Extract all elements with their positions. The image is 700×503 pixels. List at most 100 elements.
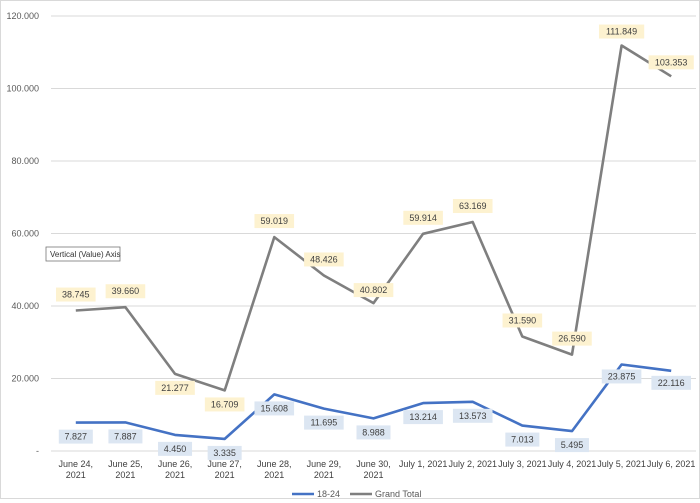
data-label: 7.887	[108, 429, 143, 444]
data-label: 23.875	[601, 369, 642, 384]
x-tick-label: 2021	[363, 470, 383, 480]
x-tick-label: 2021	[215, 470, 235, 480]
data-label: 13.573	[452, 408, 493, 423]
data-label-text: 3.335	[213, 448, 236, 458]
x-tick-label: 2021	[115, 470, 135, 480]
y-tick-label: 60.000	[11, 229, 39, 239]
data-label-text: 8.988	[362, 427, 385, 437]
data-label-bg	[403, 410, 443, 425]
data-label: 59.019	[254, 214, 295, 229]
data-label-bg	[505, 432, 540, 447]
legend-item: Grand Total	[350, 489, 421, 499]
x-tick-label: July 5, 2021	[597, 459, 646, 469]
data-label-bg	[356, 425, 391, 440]
data-label-bg	[552, 331, 592, 346]
x-tick-label: July 2, 2021	[448, 459, 497, 469]
gridlines	[51, 15, 696, 452]
data-label-text: 111.849	[606, 27, 637, 37]
data-label-bg	[254, 214, 295, 229]
data-label-text: 4.450	[164, 444, 187, 454]
data-label: 7.827	[58, 429, 93, 444]
x-tick-label: June 25,	[108, 459, 143, 469]
data-label: 111.849	[598, 24, 645, 39]
data-label-bg	[648, 55, 694, 70]
data-label: 5.495	[554, 438, 589, 453]
x-tick-label: July 3, 2021	[498, 459, 547, 469]
data-label: 26.590	[552, 331, 592, 346]
data-label-text: 21.277	[161, 383, 189, 393]
legend-label: Grand Total	[375, 489, 421, 498]
x-tick-label: July 4, 2021	[548, 459, 597, 469]
x-tick-label: 2021	[66, 470, 86, 480]
data-label-text: 11.695	[310, 418, 337, 428]
data-label: 63.169	[452, 199, 493, 214]
x-tick-label: 2021	[165, 470, 185, 480]
x-tick-label: June 28,	[257, 459, 292, 469]
data-label-bg	[304, 252, 344, 267]
data-label-bg	[155, 380, 195, 395]
y-tick-label: 120.000	[6, 11, 39, 21]
x-tick-label: July 6, 2021	[647, 459, 696, 469]
data-label: 16.709	[204, 397, 245, 412]
data-label-bg	[207, 445, 242, 460]
x-tick-label: July 1, 2021	[399, 459, 448, 469]
data-label-bg	[651, 375, 691, 390]
data-label: 21.277	[155, 380, 195, 395]
x-tick-label: June 30,	[356, 459, 391, 469]
data-label-bg	[554, 438, 589, 453]
data-label-bg	[108, 429, 143, 444]
data-labels: 7.827 7.887 4.450 3.335 15.608 11.695 8.988 13.…	[56, 24, 694, 460]
data-label-text: 23.875	[608, 371, 636, 381]
x-tick-label: June 26,	[158, 459, 193, 469]
data-label: 59.914	[403, 210, 443, 225]
legend-item: 18-24	[292, 489, 340, 499]
data-label: 13.214	[403, 410, 443, 425]
data-label-bg	[105, 284, 146, 299]
data-label: 4.450	[158, 441, 193, 456]
data-label-bg	[56, 287, 96, 302]
axis-tooltip: Vertical (Value) Axis	[45, 246, 121, 262]
data-label-bg	[353, 283, 394, 298]
y-tick-label: 100.000	[6, 84, 39, 94]
y-tick-label: 80.000	[11, 156, 39, 166]
data-label-text: 63.169	[459, 201, 487, 211]
data-label-text: 39.660	[112, 286, 140, 296]
y-tick-label: 20.000	[11, 374, 39, 384]
legend: 18-24 Grand Total	[292, 489, 421, 499]
data-label: 31.590	[502, 313, 543, 328]
data-label-bg	[452, 408, 493, 423]
data-label: 38.745	[56, 287, 96, 302]
data-label: 15.608	[254, 401, 295, 416]
data-label: 48.426	[304, 252, 344, 267]
data-label-bg	[158, 441, 193, 456]
data-label-bg	[452, 199, 493, 214]
data-label-text: 7.887	[114, 431, 137, 441]
x-tick-label: June 24,	[59, 459, 94, 469]
data-label: 11.695	[304, 415, 344, 430]
x-tick-label: 2021	[314, 470, 334, 480]
data-label: 39.660	[105, 284, 146, 299]
data-label-bg	[204, 397, 245, 412]
data-label: 22.116	[651, 375, 691, 390]
data-label-bg	[601, 369, 642, 384]
y-tick-label: 40.000	[11, 301, 39, 311]
data-label-text: 48.426	[310, 254, 338, 264]
data-label-text: 31.590	[509, 315, 537, 325]
data-label-text: 7.827	[65, 432, 88, 442]
data-label-bg	[403, 210, 443, 225]
data-label-text: 7.013	[511, 435, 534, 445]
data-label-text: 13.573	[459, 411, 487, 421]
data-label-bg	[304, 415, 344, 430]
series-line-grand-total	[75, 44, 672, 392]
x-tick-label: June 29,	[307, 459, 342, 469]
data-label: 7.013	[505, 432, 540, 447]
data-label-bg	[598, 24, 645, 39]
x-tick-label: June 27,	[207, 459, 242, 469]
y-tick-label: -	[36, 446, 39, 456]
series-line-18-24	[75, 363, 672, 441]
data-label-bg	[58, 429, 93, 444]
data-label-text: 16.709	[211, 399, 239, 409]
y-axis: - 20.000 40.000 60.000 80.000 100.000 120.000	[6, 11, 39, 456]
